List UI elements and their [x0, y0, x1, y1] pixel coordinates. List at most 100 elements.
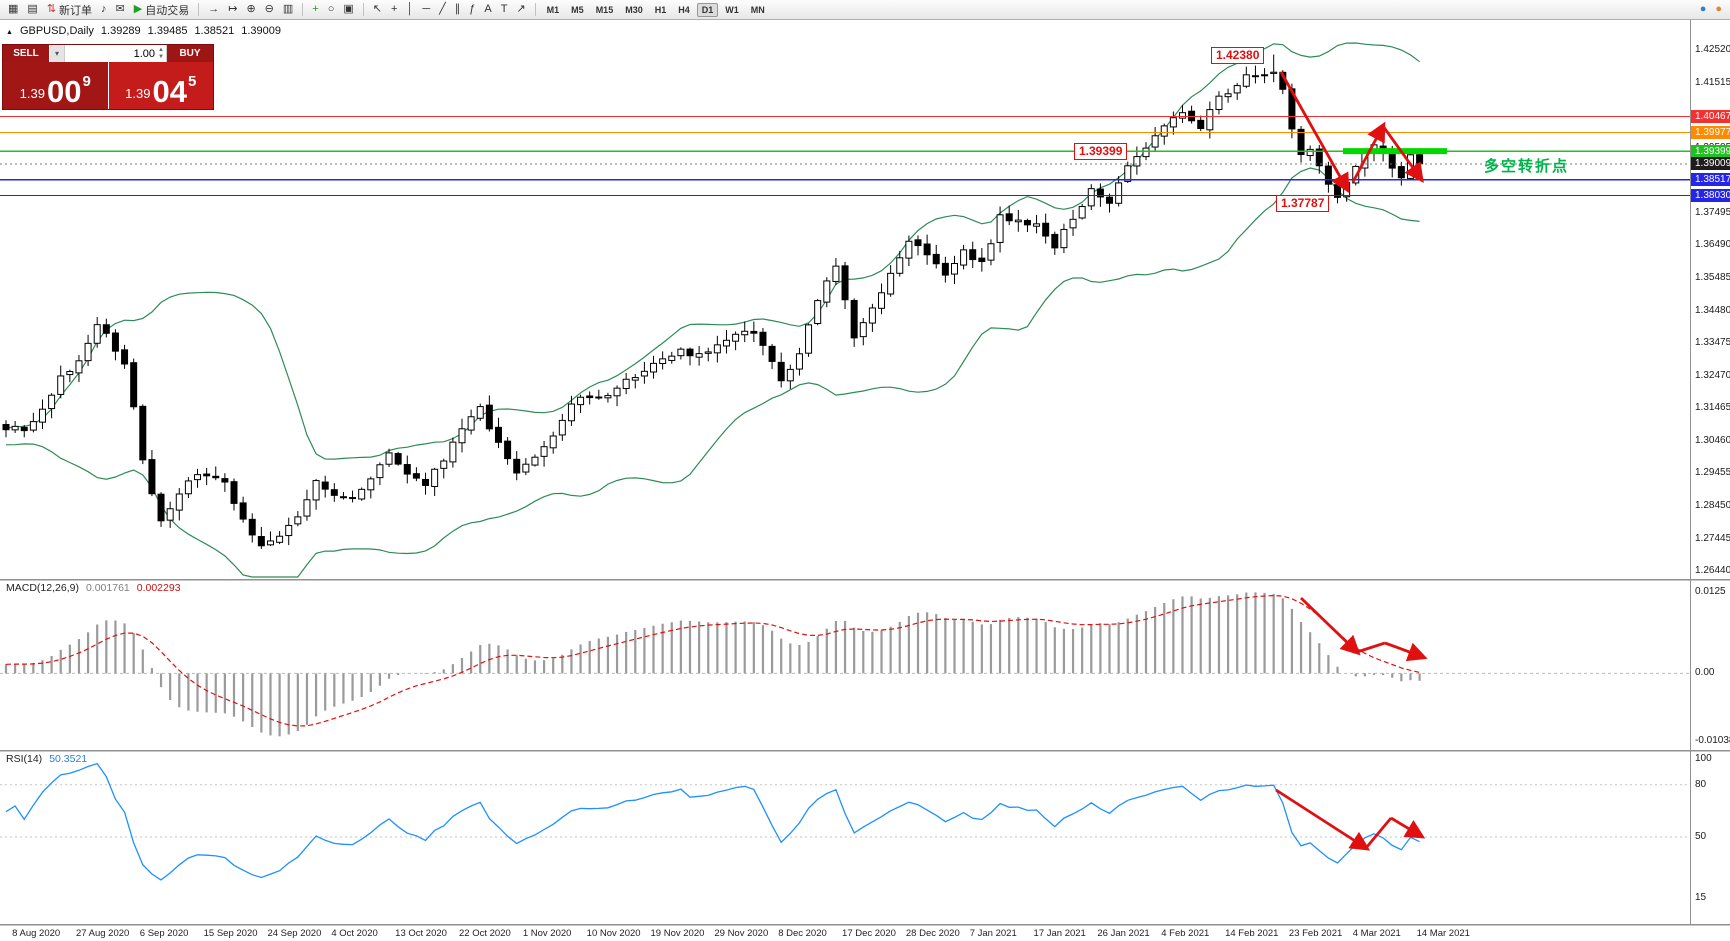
buy-price-button[interactable]: 1.39 04 5: [108, 62, 213, 109]
timeframe-m1[interactable]: M1: [546, 4, 560, 15]
analysis-arrow-0[interactable]: [1279, 71, 1350, 194]
bollinger-lower-band[interactable]: [5, 167, 1420, 578]
chart-plot-area[interactable]: [0, 20, 1690, 924]
spinner-up-icon[interactable]: ▲: [158, 47, 164, 54]
vertical-line-icon[interactable]: │: [402, 1, 417, 19]
crosshair-icon[interactable]: +: [387, 1, 401, 19]
arrows-tool-icon: ↗: [516, 3, 526, 15]
candle-body: [93, 324, 101, 344]
analysis-arrow-5[interactable]: [1384, 641, 1428, 662]
candle-body: [57, 375, 65, 395]
analysis-arrow-2[interactable]: [1381, 125, 1424, 183]
buy-button[interactable]: BUY: [167, 45, 213, 62]
candle-body: [631, 377, 639, 381]
timeframe-m5[interactable]: M5: [571, 4, 584, 15]
zoom-in-icon[interactable]: ⊕: [242, 1, 259, 19]
candle-body: [102, 324, 110, 334]
sell-price-button[interactable]: 1.39 00 9: [3, 62, 109, 109]
zoom-out-icon[interactable]: ⊖: [261, 1, 278, 19]
symbol-marker-icon: ▲: [6, 29, 13, 36]
analysis-arrow-7[interactable]: [1364, 817, 1393, 849]
trendline-icon[interactable]: ╱: [435, 1, 450, 19]
horizontal-line-icon[interactable]: ─: [418, 1, 434, 19]
candle-body: [2, 424, 10, 431]
candle-body: [184, 480, 192, 495]
indicators-icon[interactable]: +: [308, 1, 322, 19]
cursor-icon[interactable]: ↖: [369, 1, 386, 19]
analysis-arrow-1[interactable]: [1351, 121, 1386, 183]
candle-body: [303, 499, 311, 517]
trade-options-caret-icon[interactable]: ▾: [49, 45, 65, 62]
annotation-peak-price[interactable]: 1.42380: [1211, 46, 1265, 64]
buy-price-sup: 5: [187, 73, 197, 90]
candle-body: [121, 349, 129, 365]
notifications-icon[interactable]: ●: [1711, 1, 1726, 19]
annotation-trough-price[interactable]: 1.37787: [1276, 195, 1330, 213]
spinner-down-icon[interactable]: ▼: [158, 53, 164, 60]
timeframe-h1[interactable]: H1: [654, 4, 667, 15]
rsi-value: 50.3521: [49, 753, 88, 765]
text-icon[interactable]: A: [480, 1, 495, 19]
candle-body: [1397, 166, 1405, 179]
timeframe-m15[interactable]: M15: [595, 4, 614, 15]
data-window-icon[interactable]: ▤: [23, 1, 41, 19]
candle-body: [1078, 206, 1086, 219]
text-label-icon[interactable]: T: [497, 1, 512, 19]
annotation-level-price[interactable]: 1.39399: [1074, 143, 1128, 161]
ohlc-open: 1.39289: [100, 25, 141, 37]
candle-body: [321, 481, 329, 490]
timeframe-w1[interactable]: W1: [725, 4, 739, 15]
templates-icon[interactable]: ▣: [339, 1, 357, 19]
autotrading-button[interactable]: ▶ 自动交易: [130, 1, 193, 19]
candle-body: [823, 280, 831, 303]
candle-body: [1051, 233, 1059, 249]
new-order-button[interactable]: ⇅ 新订单: [43, 1, 96, 19]
volume-value[interactable]: 1.00: [133, 47, 156, 60]
candle-body: [111, 332, 119, 352]
new-chart-icon[interactable]: ▦: [4, 1, 22, 19]
annotation-turning-point-note[interactable]: 多空转折点: [1484, 157, 1570, 175]
sound-alert-icon[interactable]: ♪: [97, 1, 111, 19]
bollinger-upper-band[interactable]: [5, 42, 1420, 460]
timeframe-m30[interactable]: M30: [625, 4, 643, 15]
autoscroll-icon[interactable]: →: [204, 1, 223, 19]
analysis-arrow-6[interactable]: [1275, 788, 1371, 851]
candle-body: [768, 345, 776, 362]
periods-icon[interactable]: ○: [324, 1, 339, 19]
analysis-arrow-4[interactable]: [1356, 641, 1386, 654]
community-icon[interactable]: ●: [1696, 1, 1711, 19]
candle-body: [358, 488, 366, 500]
timeframe-d1[interactable]: D1: [696, 2, 719, 17]
candle-body: [1060, 228, 1068, 249]
volume-spinner[interactable]: ▲ ▼: [158, 47, 164, 60]
candle-body: [567, 403, 575, 422]
mail-icon[interactable]: ✉: [112, 1, 129, 19]
sell-price-prefix: 1.39: [19, 86, 45, 101]
candle-body: [868, 307, 876, 324]
tile-windows-icon[interactable]: ▥: [279, 1, 297, 19]
volume-field[interactable]: 1.00 ▲ ▼: [65, 45, 167, 62]
analysis-arrow-8[interactable]: [1390, 816, 1426, 839]
timeframe-h4[interactable]: H4: [678, 4, 690, 15]
channel-icon[interactable]: ∥: [451, 1, 465, 19]
arrows-tool-icon[interactable]: ↗: [512, 1, 529, 19]
sell-button[interactable]: SELL: [3, 45, 49, 62]
candle-body: [175, 493, 183, 511]
timeframe-mn[interactable]: MN: [750, 4, 765, 15]
candle-body: [285, 524, 293, 537]
candle-body: [759, 331, 767, 346]
data-window-icon: ▤: [27, 3, 38, 15]
candle-body: [677, 348, 685, 357]
candle-body: [75, 360, 83, 374]
fibonacci-icon[interactable]: ƒ: [465, 1, 479, 19]
analysis-arrow-3[interactable]: [1300, 596, 1361, 656]
new-order-button-label: 新订单: [59, 4, 93, 17]
candle-body: [786, 368, 794, 382]
sell-price-sup: 9: [82, 73, 91, 90]
chart-shift-icon[interactable]: ↦: [224, 1, 241, 19]
candle-body: [276, 535, 284, 543]
candle-body: [850, 299, 858, 339]
candle-body: [987, 243, 995, 261]
candle-body: [412, 473, 420, 479]
